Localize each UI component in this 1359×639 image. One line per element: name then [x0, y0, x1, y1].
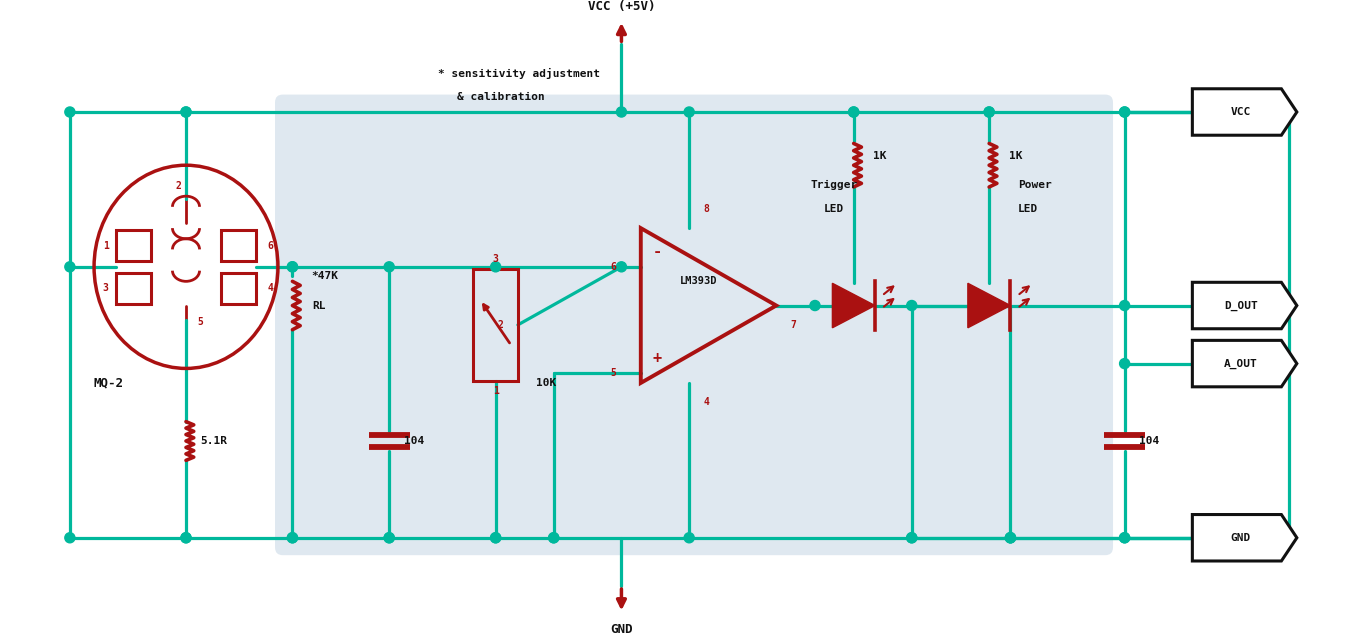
Bar: [220, 273, 255, 304]
Polygon shape: [833, 283, 875, 328]
Text: 2: 2: [175, 181, 181, 191]
Text: LED: LED: [1018, 204, 1038, 214]
Circle shape: [848, 107, 859, 117]
Circle shape: [1120, 300, 1129, 311]
Text: * sensitivity adjustment: * sensitivity adjustment: [438, 68, 599, 79]
Text: GND: GND: [610, 623, 633, 636]
Circle shape: [1120, 358, 1129, 369]
Circle shape: [617, 262, 626, 272]
Text: 5: 5: [610, 368, 617, 378]
Text: 2: 2: [497, 320, 503, 330]
Text: 4: 4: [268, 283, 273, 293]
Circle shape: [549, 533, 559, 543]
Text: 4: 4: [704, 397, 709, 408]
Circle shape: [65, 107, 75, 117]
Circle shape: [287, 533, 298, 543]
Text: *47K: *47K: [311, 272, 338, 282]
Text: 5.1R: 5.1R: [201, 436, 227, 446]
Text: 1: 1: [103, 240, 109, 250]
Circle shape: [1006, 533, 1015, 543]
Circle shape: [181, 533, 192, 543]
Text: 3: 3: [493, 254, 499, 264]
Polygon shape: [1192, 341, 1296, 387]
Text: LED: LED: [824, 204, 844, 214]
Text: 104: 104: [1139, 436, 1159, 446]
Text: VCC (+5V): VCC (+5V): [587, 0, 655, 13]
Circle shape: [810, 300, 819, 311]
Text: 3: 3: [103, 283, 109, 293]
Text: Trigger: Trigger: [811, 180, 858, 190]
Polygon shape: [968, 283, 1011, 328]
Circle shape: [65, 533, 75, 543]
Circle shape: [181, 107, 192, 117]
Text: VCC: VCC: [1231, 107, 1250, 117]
Circle shape: [1006, 533, 1015, 543]
Text: 8: 8: [704, 204, 709, 213]
Bar: [220, 230, 255, 261]
FancyBboxPatch shape: [275, 95, 1113, 555]
Circle shape: [287, 533, 298, 543]
Circle shape: [385, 533, 394, 543]
Circle shape: [984, 107, 995, 117]
Text: 7: 7: [791, 320, 796, 330]
Text: 1K: 1K: [1008, 151, 1022, 160]
Circle shape: [617, 107, 626, 117]
Circle shape: [1006, 533, 1015, 543]
Circle shape: [848, 107, 859, 117]
Circle shape: [684, 533, 694, 543]
Circle shape: [684, 107, 694, 117]
Polygon shape: [1192, 514, 1296, 561]
Text: D_OUT: D_OUT: [1224, 300, 1257, 311]
Circle shape: [181, 107, 192, 117]
Polygon shape: [1192, 282, 1296, 328]
Text: +: +: [652, 351, 662, 366]
Bar: [117, 230, 151, 261]
Text: 104: 104: [404, 436, 424, 446]
Circle shape: [385, 262, 394, 272]
Text: A_OUT: A_OUT: [1224, 358, 1257, 369]
Circle shape: [491, 533, 500, 543]
Circle shape: [1120, 533, 1129, 543]
Text: 10K: 10K: [537, 378, 557, 388]
Text: 5: 5: [197, 317, 204, 327]
Circle shape: [906, 300, 917, 311]
Circle shape: [984, 107, 995, 117]
Circle shape: [287, 262, 298, 272]
Text: & calibration: & calibration: [457, 93, 545, 102]
Circle shape: [1120, 533, 1129, 543]
Circle shape: [65, 262, 75, 272]
Circle shape: [1120, 107, 1129, 117]
Circle shape: [906, 533, 917, 543]
Circle shape: [491, 262, 500, 272]
Circle shape: [491, 533, 500, 543]
Bar: [473, 269, 518, 381]
Bar: [117, 273, 151, 304]
Text: 1: 1: [493, 386, 499, 396]
Circle shape: [181, 533, 192, 543]
Circle shape: [385, 533, 394, 543]
Circle shape: [1120, 107, 1129, 117]
Text: 6: 6: [610, 262, 617, 272]
Circle shape: [287, 262, 298, 272]
Text: LM393D: LM393D: [680, 276, 718, 286]
Circle shape: [906, 533, 917, 543]
Text: RL: RL: [311, 300, 325, 311]
Text: -: -: [652, 244, 662, 259]
Polygon shape: [1192, 89, 1296, 135]
Circle shape: [549, 533, 559, 543]
Text: GND: GND: [1231, 533, 1250, 543]
Text: 6: 6: [268, 240, 273, 250]
Text: 1K: 1K: [872, 151, 886, 160]
Text: Power: Power: [1018, 180, 1052, 190]
Text: MQ-2: MQ-2: [94, 376, 124, 389]
